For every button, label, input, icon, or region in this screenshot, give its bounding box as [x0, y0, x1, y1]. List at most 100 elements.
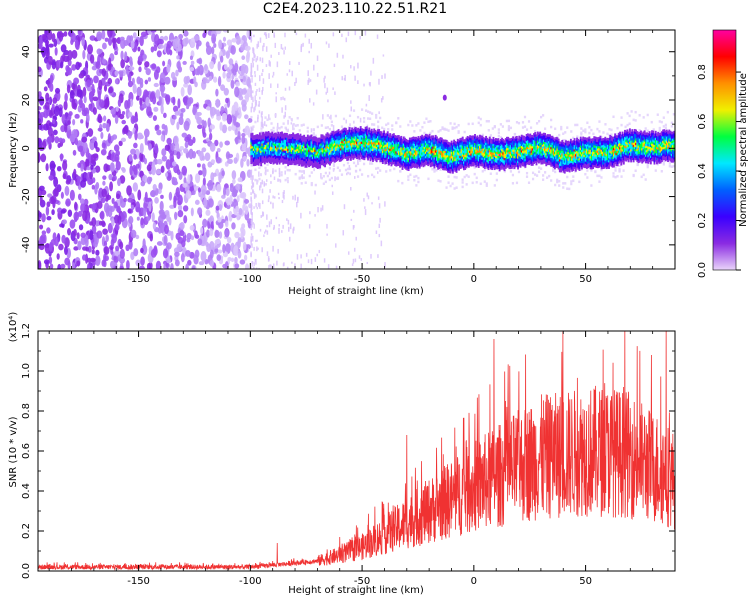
noise-streak [292, 268, 295, 269]
signal-cell [326, 140, 329, 144]
signal-cell [384, 137, 387, 141]
signal-cell [416, 159, 419, 162]
signal-cell [351, 149, 354, 152]
signal-cell [375, 148, 378, 152]
noise-streak [343, 77, 346, 81]
signal-cell [360, 154, 363, 157]
signal-cell [403, 144, 406, 147]
signal-cell [424, 142, 427, 146]
signal-cell [391, 133, 394, 137]
signal-cell [293, 151, 296, 155]
signal-cell [319, 161, 322, 165]
noise-blob [64, 257, 71, 266]
signal-cell [384, 146, 387, 150]
signal-cell [256, 160, 259, 163]
noise-blob [204, 64, 208, 71]
signal-cell [333, 131, 336, 135]
noise-streak [327, 264, 330, 269]
signal-cell [384, 142, 387, 145]
signal-cell [437, 167, 440, 170]
noise-blob [196, 65, 200, 76]
signal-cell [325, 140, 328, 143]
signal-cell [324, 142, 326, 146]
signal-cell [438, 157, 441, 161]
signal-halo [387, 122, 390, 125]
noise-streak [266, 251, 269, 257]
signal-halo [562, 182, 565, 185]
signal-cell [347, 131, 350, 135]
signal-cell [340, 154, 342, 157]
signal-cell [324, 164, 326, 168]
signal-cell [437, 143, 440, 146]
signal-cell [279, 153, 282, 157]
signal-cell [380, 142, 383, 145]
signal-halo [562, 132, 565, 135]
signal-cell [374, 138, 377, 142]
noise-blob [244, 205, 249, 215]
signal-halo [260, 127, 263, 130]
signal-halo [485, 182, 488, 185]
signal-cell [418, 146, 421, 150]
signal-cell [405, 162, 408, 166]
signal-halo [308, 174, 311, 178]
noise-blob [100, 131, 104, 140]
signal-cell [390, 155, 393, 158]
noise-streak [277, 178, 279, 182]
noise-streak [276, 61, 279, 68]
signal-cell [378, 155, 381, 158]
noise-blob [216, 115, 222, 121]
signal-cell [262, 160, 265, 163]
signal-halo [431, 167, 434, 171]
signal-cell [418, 137, 421, 141]
noise-blob [163, 112, 167, 119]
signal-halo [636, 163, 639, 167]
signal-cell [363, 153, 366, 156]
signal-cell [261, 145, 264, 148]
signal-cell [405, 160, 408, 164]
signal-cell [354, 155, 357, 158]
signal-cell [298, 163, 301, 166]
signal-cell [397, 161, 400, 164]
noise-streak [354, 30, 357, 36]
signal-cell [274, 160, 277, 164]
signal-cell [383, 158, 385, 162]
signal-cell [407, 157, 410, 161]
noise-blob [48, 43, 54, 48]
signal-cell [426, 149, 429, 153]
signal-cell [272, 153, 275, 156]
signal-cell [408, 157, 411, 160]
signal-cell [316, 149, 319, 152]
noise-streak [272, 202, 274, 209]
signal-cell [273, 154, 276, 158]
signal-cell [351, 127, 354, 131]
signal-cell [295, 148, 298, 152]
noise-blob [203, 197, 208, 208]
noise-streak [353, 66, 355, 71]
signal-cell [268, 145, 271, 149]
signal-cell [322, 141, 325, 145]
signal-cell [284, 154, 287, 158]
noise-streak [264, 32, 267, 37]
signal-cell [299, 161, 302, 165]
noise-streak [251, 102, 253, 109]
noise-blob [226, 203, 231, 210]
signal-halo [312, 134, 315, 137]
noise-streak [275, 96, 277, 103]
signal-cell [252, 146, 255, 149]
signal-cell [365, 135, 368, 138]
noise-streak [347, 31, 350, 37]
signal-cell [278, 159, 281, 163]
signal-halo [562, 186, 565, 189]
signal-cell [306, 152, 309, 155]
signal-cell [276, 138, 279, 141]
noise-blob [214, 229, 220, 238]
noise-blob [199, 150, 204, 162]
signal-halo [300, 175, 303, 179]
signal-cell [289, 147, 292, 150]
signal-halo [328, 127, 331, 131]
signal-cell [403, 150, 406, 154]
noise-streak [263, 42, 265, 48]
signal-cell [396, 163, 399, 167]
noise-blob [102, 180, 106, 186]
signal-cell [336, 143, 339, 146]
